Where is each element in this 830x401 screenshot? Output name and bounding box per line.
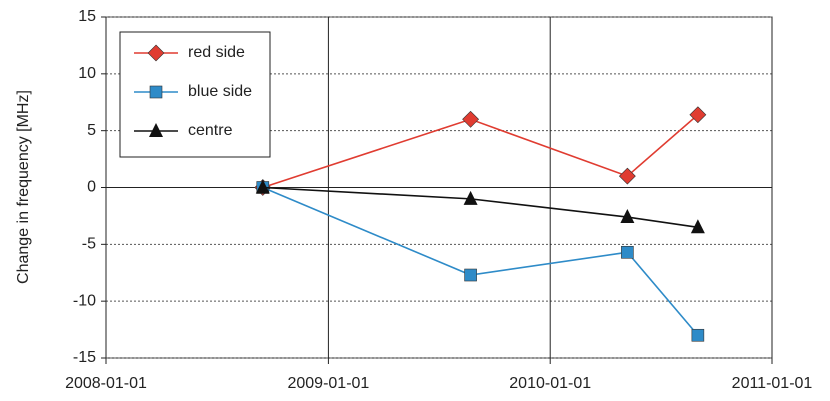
x-tick-label: 2010-01-01 (509, 375, 591, 392)
data-point (255, 179, 270, 194)
legend-label: centre (188, 122, 233, 139)
x-tick-label: 2009-01-01 (287, 375, 369, 392)
data-point (464, 268, 477, 282)
y-axis-label: Change in frequency [MHz] (15, 90, 32, 284)
x-tick-label: 2008-01-01 (65, 375, 147, 392)
legend-marker (149, 85, 163, 99)
y-tick-label: 5 (87, 122, 96, 139)
series-line (262, 186, 698, 229)
data-point (463, 190, 478, 205)
data-point (462, 110, 480, 128)
data-point (621, 245, 634, 259)
series-line (262, 114, 699, 189)
legend-marker (147, 44, 165, 62)
x-tick-label: 2011-01-01 (732, 375, 813, 392)
data-point (690, 219, 705, 234)
y-tick-label: -10 (73, 292, 96, 309)
y-tick-label: -15 (73, 349, 96, 366)
legend-label: red side (188, 44, 245, 61)
y-tick-label: 10 (78, 65, 96, 82)
legend-label: blue side (188, 83, 252, 100)
y-tick-label: 15 (78, 8, 96, 25)
legend-marker (149, 123, 163, 137)
data-point (618, 167, 636, 185)
data-point (689, 106, 707, 124)
data-point (691, 328, 705, 342)
y-tick-label: 0 (87, 179, 96, 196)
data-point (620, 209, 635, 224)
series-line (262, 186, 699, 336)
y-tick-label: -5 (82, 236, 96, 253)
